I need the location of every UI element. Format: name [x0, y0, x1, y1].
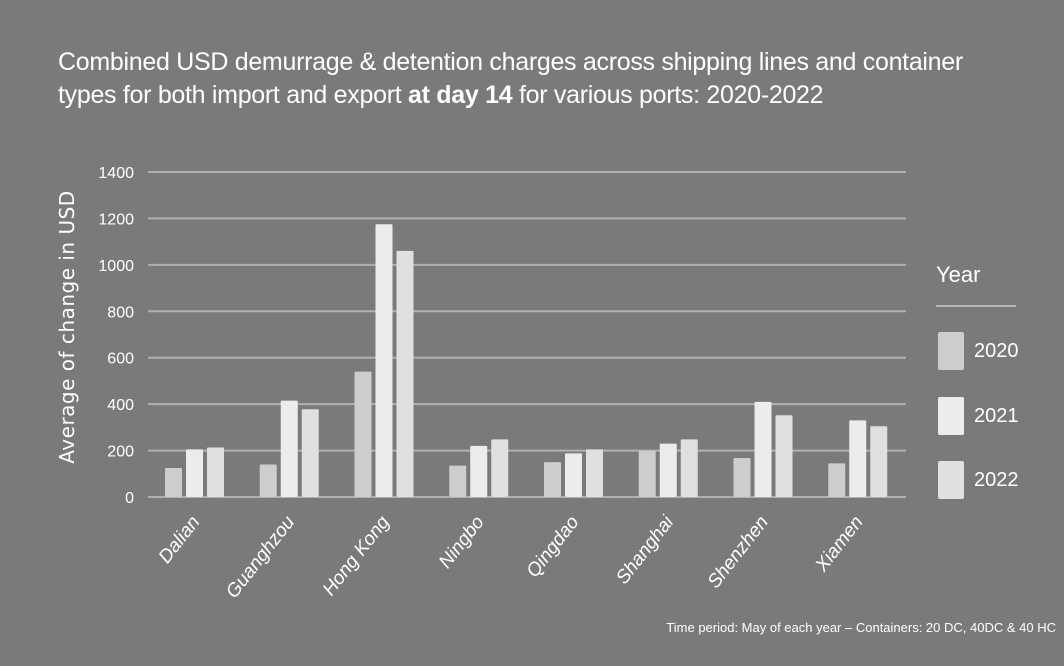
bar-xiamen-2022: [870, 426, 888, 497]
bar-shenzhen-2022: [775, 415, 793, 497]
chart-title-part2: for various ports: 2020-2022: [512, 81, 824, 109]
y-tick-label: 800: [107, 304, 134, 321]
chart-title-part1: Combined USD demurrage & detention charg…: [58, 48, 963, 109]
y-tick-label: 1200: [98, 211, 134, 228]
y-tick-label: 400: [107, 397, 134, 414]
bar-dalian-2020: [165, 467, 182, 497]
y-axis-label: Average of change in USD: [55, 190, 79, 463]
legend-item-2021: 2021: [938, 397, 1048, 437]
bar-shenzhen-2021: [754, 401, 772, 497]
bar-hong-kong-2021: [375, 224, 393, 497]
legend-item-2020: 2020: [938, 332, 1048, 372]
bar-shanghai-2020: [638, 450, 656, 497]
bar-qingdao-2020: [544, 462, 561, 497]
bar-ningbo-2021: [470, 445, 488, 497]
bar-dalian-2022: [207, 447, 224, 497]
x-tick-label: Qingdao: [523, 512, 584, 582]
y-tick-label: 200: [107, 444, 134, 461]
legend-divider: [936, 305, 1016, 307]
x-tick-label: Dalian: [155, 512, 205, 567]
y-tick-label: 1000: [98, 258, 134, 275]
legend-label-2021: 2021: [974, 405, 1019, 427]
bar-shanghai-2021: [659, 443, 677, 497]
legend-swatch-2020: [938, 332, 964, 370]
y-tick-label: 600: [107, 351, 134, 368]
bar-guanghzou-2020: [259, 464, 277, 497]
chart-title-bold: at day 14: [408, 81, 513, 109]
bar-qingdao-2021: [565, 453, 582, 497]
footnote: Time period: May of each year – Containe…: [666, 620, 1056, 635]
bar-guanghzou-2021: [280, 400, 298, 497]
legend-swatch-2022: [938, 461, 964, 499]
bar-qingdao-2022: [586, 449, 603, 497]
legend-title: Year: [936, 262, 981, 287]
bar-xiamen-2021: [849, 420, 867, 497]
x-tick-label: Ningbo: [435, 512, 489, 572]
x-tick-label: Shenzhen: [704, 512, 773, 592]
x-tick-label: Shanghai: [612, 512, 678, 589]
bar-ningbo-2020: [449, 465, 467, 497]
chart-title: Combined USD demurrage & detention charg…: [58, 46, 1018, 112]
bar-hong-kong-2022: [396, 250, 414, 497]
legend-label-2020: 2020: [974, 340, 1019, 362]
bar-hong-kong-2020: [354, 371, 372, 497]
bar-guanghzou-2022: [301, 409, 319, 497]
legend-swatch-2021: [938, 397, 964, 435]
legend-item-2022: 2022: [938, 461, 1048, 501]
bar-xiamen-2020: [828, 463, 846, 497]
bar-ningbo-2022: [491, 439, 509, 497]
bar-shanghai-2022: [680, 439, 698, 497]
y-tick-label: 0: [125, 490, 134, 507]
y-tick-label: 1400: [98, 165, 134, 182]
legend-label-2022: 2022: [974, 469, 1019, 491]
x-tick-label: Guanghzou: [222, 512, 299, 603]
x-tick-label: Xiamen: [811, 512, 868, 576]
bar-dalian-2021: [186, 449, 203, 497]
bar-shenzhen-2020: [733, 458, 751, 497]
x-tick-label: Hong Kong: [319, 512, 394, 600]
